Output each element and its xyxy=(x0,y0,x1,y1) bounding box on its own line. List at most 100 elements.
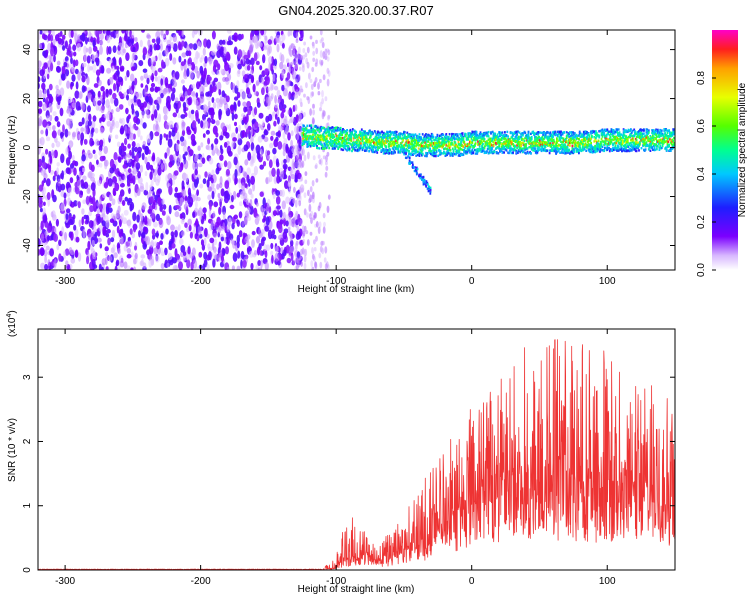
spectrogram-cell xyxy=(161,198,165,205)
spectrogram-cell xyxy=(319,78,322,84)
spectrogram-cell xyxy=(113,97,119,107)
spectrogram-cell xyxy=(296,133,300,141)
spectrogram-cell xyxy=(127,98,132,107)
spectrogram-cell xyxy=(350,135,353,138)
spectrogram-cell xyxy=(107,178,113,187)
spectrogram-cell xyxy=(114,134,119,140)
spectrogram-cell xyxy=(228,34,233,41)
spectrogram-cell xyxy=(174,97,179,104)
spectrogram-cell xyxy=(292,197,296,204)
spectrogram-cell xyxy=(167,172,173,181)
spectrogram-cell xyxy=(38,60,42,68)
spectrogram-cell xyxy=(195,92,199,98)
spectrogram-cell xyxy=(184,222,188,228)
spectrogram-cell xyxy=(524,131,527,134)
spectrogram-cell xyxy=(289,231,293,238)
spectrogram-cell xyxy=(499,149,502,152)
spectrogram-cell xyxy=(116,65,120,71)
spectrogram-cell xyxy=(181,129,186,136)
spectrogram-cell xyxy=(213,201,219,208)
spectrogram-cell xyxy=(137,176,143,185)
spectrogram-cell xyxy=(312,133,314,136)
spectrogram-cell xyxy=(309,186,313,193)
spectrogram-cell xyxy=(427,140,430,143)
spectrogram-cell xyxy=(59,87,65,96)
spectrogram-cell xyxy=(322,212,326,219)
spectrogram-cell xyxy=(294,60,299,70)
spectrogram-cell xyxy=(159,240,163,245)
spectrogram-cell xyxy=(129,132,135,141)
spectrogram-cell xyxy=(56,66,62,73)
spectrogram-cell xyxy=(217,192,221,199)
spectrogram-cell xyxy=(197,52,201,59)
spectrogram-cell xyxy=(233,102,237,112)
spectrogram-cell xyxy=(246,113,249,123)
spectrogram-cell xyxy=(473,148,476,152)
spectrogram-cell xyxy=(159,205,163,212)
spectrogram-cell xyxy=(250,175,256,185)
spectrogram-cell xyxy=(211,190,215,200)
spectrogram-cell xyxy=(164,77,169,87)
spectrogram-cell xyxy=(538,148,540,151)
spectrogram-cell xyxy=(213,238,218,246)
spectrogram-cell xyxy=(183,106,187,114)
spectrogram-cell xyxy=(474,142,477,145)
spectrogram-cell xyxy=(146,53,151,59)
spectrogram-cell xyxy=(174,186,178,193)
spectrogram-cell xyxy=(153,247,158,255)
spectrogram-cell xyxy=(227,150,233,157)
spectrogram-cell xyxy=(421,153,424,156)
spectrogram-cell xyxy=(538,131,541,134)
spectrogram-cell xyxy=(258,243,262,251)
spectrogram-cell xyxy=(101,267,104,270)
spectrogram-cell xyxy=(65,167,71,175)
spectrogram-cell xyxy=(210,143,214,151)
spectrogram-cell xyxy=(321,247,325,255)
spectrogram-cell xyxy=(126,133,130,140)
spectrogram-cell xyxy=(423,145,426,148)
spectrogram-cell xyxy=(312,255,316,262)
spectrogram-cell xyxy=(322,226,326,234)
spectrogram-cell xyxy=(403,133,406,137)
spectrogram-cell xyxy=(504,131,506,134)
spectrogram-cell xyxy=(333,130,335,133)
spectrogram-cell xyxy=(109,158,115,169)
spectrogram-cell xyxy=(63,192,67,199)
spectrogram-cell xyxy=(123,209,129,216)
spectrogram-cell xyxy=(88,31,92,40)
spectrogram-cell xyxy=(47,42,51,52)
spectrogram-cell xyxy=(42,50,47,57)
spectrogram-cell xyxy=(97,90,101,98)
spectrogram-cell xyxy=(397,148,400,151)
spectrogram-cell xyxy=(425,154,428,158)
spectrogram-cell xyxy=(215,120,220,126)
spectrogram-cell xyxy=(192,229,196,235)
spectrogram-cell xyxy=(321,109,325,118)
spectrogram-cell xyxy=(207,172,212,178)
spectrogram-cell xyxy=(84,116,89,126)
spectrogram-cell xyxy=(202,178,207,185)
spectrogram-cell xyxy=(250,31,253,41)
spectrogram-cell xyxy=(52,38,56,46)
spectrogram-cell xyxy=(276,205,281,210)
spectrogram-cell xyxy=(283,158,287,164)
spectrogram-cell xyxy=(78,170,82,179)
spectrogram-cell xyxy=(186,126,191,133)
spectrogram-cell xyxy=(409,142,412,145)
spectrogram-cell xyxy=(316,126,319,129)
spectrogram-cell xyxy=(295,158,299,164)
spectrogram-cell xyxy=(311,144,313,147)
spectrogram-cell xyxy=(307,151,310,160)
spectrogram-cell xyxy=(38,76,41,83)
spectrogram-cell xyxy=(101,208,106,218)
spectrogram-cell xyxy=(306,239,310,246)
spectrogram-cell xyxy=(38,42,42,50)
spectrogram-cell xyxy=(84,125,88,135)
spectrogram-cell xyxy=(507,135,509,138)
spectrogram-cell xyxy=(305,140,308,143)
spectrogram-cell xyxy=(331,142,334,145)
spectrogram-cell xyxy=(194,233,198,240)
spectrogram-cell xyxy=(154,232,159,238)
spectrogram-cell xyxy=(194,169,198,176)
spectrogram-cell xyxy=(319,50,323,58)
